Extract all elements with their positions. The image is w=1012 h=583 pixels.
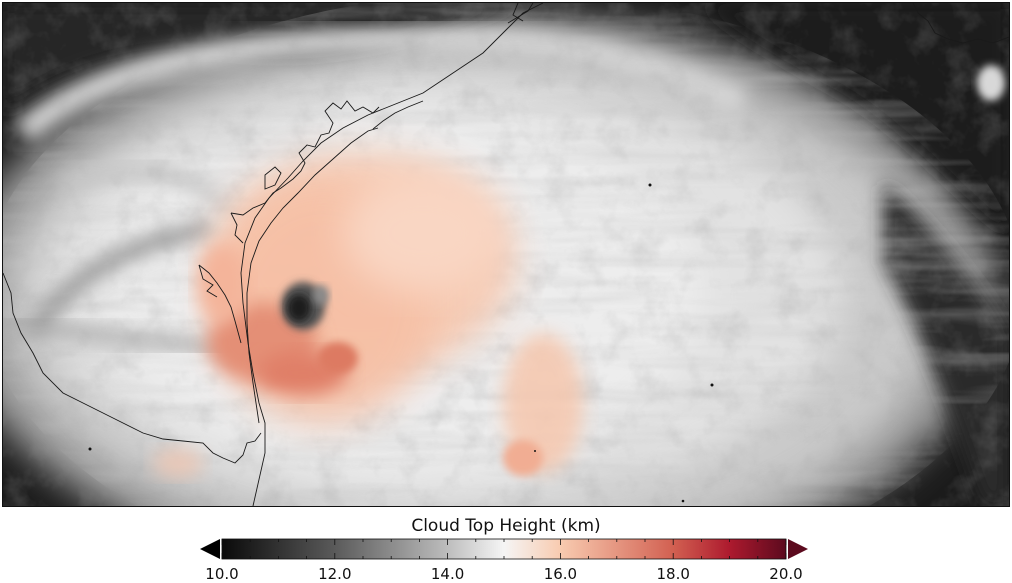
coastline bbox=[3, 3, 1009, 506]
colorbar-tick-label: 12.0 bbox=[318, 565, 351, 582]
colorbar-under-arrow bbox=[200, 539, 220, 559]
colorbar-tick-label: 20.0 bbox=[769, 565, 802, 582]
colorbar-tick-label: 16.0 bbox=[544, 565, 577, 582]
colorbar-tick-labels: 10.0 12.0 14.0 16.0 18.0 20.0 bbox=[205, 565, 802, 582]
colorbar-tick-label: 10.0 bbox=[205, 565, 238, 582]
colorbar-tick-label: 18.0 bbox=[656, 565, 689, 582]
satellite-map bbox=[2, 2, 1010, 507]
cloud-top-height-image bbox=[3, 3, 1009, 506]
colorbar: 10.0 12.0 14.0 16.0 18.0 20.0 bbox=[200, 538, 808, 582]
colorbar-tick-label: 14.0 bbox=[431, 565, 464, 582]
colorbar-ticks bbox=[221, 539, 787, 559]
island-markers bbox=[88, 183, 714, 503]
isolated-cloud bbox=[977, 65, 1005, 101]
colorbar-over-arrow bbox=[788, 539, 808, 559]
hurricane-eye bbox=[281, 282, 329, 330]
colorbar-title: Cloud Top Height (km) bbox=[411, 516, 601, 536]
